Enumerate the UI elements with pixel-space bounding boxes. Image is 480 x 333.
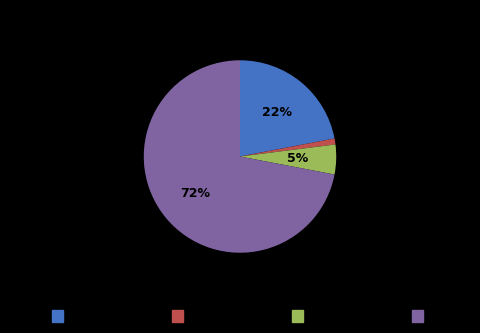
Wedge shape	[240, 145, 336, 174]
Text: 5%: 5%	[287, 152, 308, 165]
Wedge shape	[240, 60, 335, 157]
Text: 22%: 22%	[262, 106, 292, 119]
Text: 72%: 72%	[180, 187, 211, 200]
Wedge shape	[144, 60, 335, 253]
Wedge shape	[240, 139, 336, 157]
